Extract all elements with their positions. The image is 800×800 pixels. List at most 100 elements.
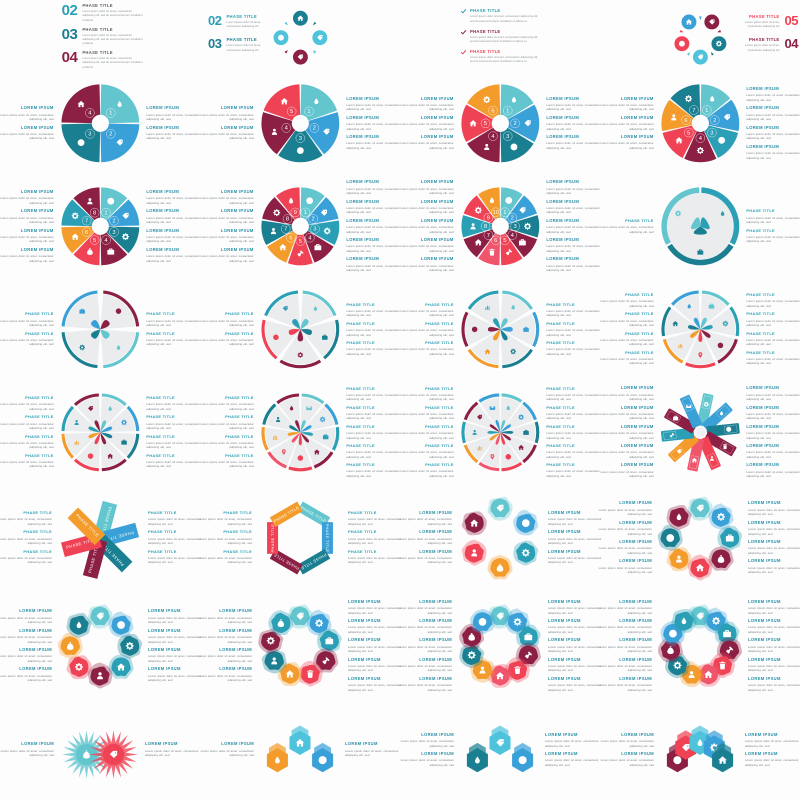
ring-arc[interactable] [700,187,739,246]
template-tile[interactable]: LOREM IPSUM Lorem ipsum dolor sit amet, c… [600,700,800,800]
ring-arc[interactable] [531,311,539,348]
template-tile[interactable]: LOREM IPSUM Lorem ipsum dolor sit amet, c… [400,700,600,800]
hex-cluster-5[interactable] [655,705,745,795]
blob-ring-8b[interactable] [52,598,148,694]
checklist-item[interactable]: PHASE TITLE Lorem ipsum dolor sit amet, c… [460,8,540,23]
pie-4-segments[interactable]: 1 2 3 4 [54,77,147,170]
pinwheel-blade[interactable] [686,437,704,472]
template-tile[interactable]: LOREM IPSUM Lorem ipsum dolor sit amet, c… [600,381,800,484]
node-flow-five[interactable] [668,4,733,69]
ring-9-segments[interactable] [254,386,347,479]
ring-arc[interactable] [102,332,139,369]
ring-arc[interactable] [61,332,98,369]
pie-segment[interactable] [100,187,127,221]
ribbon[interactable]: PHASE TITLE [321,522,333,554]
ring-arc[interactable] [461,421,466,444]
pinwheel-blade[interactable] [701,402,733,432]
pie-segment[interactable] [508,215,539,238]
pie-8-segments[interactable]: 12 34 56 78 [54,180,147,273]
pinwheel-10-blades[interactable] [654,386,747,479]
pinwheel-blade[interactable] [663,408,697,434]
pie-segment[interactable] [661,99,694,132]
pie-segment[interactable] [106,226,139,254]
ring-arc[interactable] [126,433,139,459]
template-tile[interactable]: LOREM IPSUM Lorem ipsum dolor sit amet, c… [199,592,402,700]
template-tile[interactable]: LOREM IPSUM Lorem ipsum dolor sit amet, c… [200,175,400,278]
pie-segment[interactable] [305,197,339,225]
ring-arc[interactable] [463,444,479,464]
ring-arc[interactable] [279,359,321,369]
ring-arc[interactable] [322,319,339,360]
numbered-list-item[interactable]: 04 PHASE TITLE Lorem ipsum dolor sit amet,… [62,50,145,69]
blob-ring-9[interactable] [252,598,348,694]
donut-3-segments[interactable] [654,180,747,273]
ring-arc[interactable] [501,349,533,369]
pie-segment[interactable] [100,232,127,266]
template-tile[interactable]: LOREM IPSUM Lorem ipsum dolor sit amet, c… [400,175,600,278]
blob-node[interactable] [667,656,688,676]
ring-arc[interactable] [716,339,738,364]
template-tile[interactable]: PHASE TITLE Lorem ipsum dolor sit amet, c… [400,381,600,484]
pie-segment[interactable] [507,104,539,143]
ring-arc[interactable] [61,433,74,459]
ring-arc[interactable] [467,349,499,369]
ring-arc[interactable] [501,290,533,310]
ring-arc[interactable] [101,393,127,407]
pie-segment[interactable] [477,233,500,266]
template-tile[interactable]: LOREM IPSUM Lorem ipsum dolor sit amet, c… [399,484,601,592]
ribbon[interactable]: PHASE TITLE [267,522,279,554]
blob-node[interactable] [261,631,281,651]
ring-arc[interactable] [501,462,522,472]
blob-node[interactable] [462,645,482,665]
ring-arc[interactable] [287,466,313,472]
pie-segment[interactable] [500,127,534,163]
ring-arc[interactable] [701,290,730,306]
ring-arc[interactable] [661,306,672,337]
ring-arc[interactable] [276,393,299,405]
template-tile[interactable]: PHASE TITLE Lorem ipsum dolor sit amet, c… [600,175,800,278]
pie-9-segments[interactable]: 12 34 567 89 [254,180,347,273]
ring-arc[interactable] [261,427,269,451]
pie-segment[interactable] [500,84,534,120]
ring-arc[interactable] [102,290,139,327]
blob-node[interactable] [706,611,726,631]
pie-segment[interactable] [275,187,300,220]
ring-arc[interactable] [478,393,499,403]
pie-7-segments[interactable]: 123 4 567 [654,77,747,170]
template-tile[interactable]: PHASE TITLE Lorem ipsum dolor sit amet, c… [0,484,201,592]
ring-arc[interactable] [126,406,139,432]
pinwheel-blade[interactable] [698,436,721,471]
pie-segment[interactable] [500,187,523,220]
ring-arc[interactable] [261,403,277,426]
ring-arc[interactable] [101,458,127,472]
pie-segment[interactable] [683,131,717,163]
numbered-list-item[interactable]: 03 PHASE TITLE Lorem ipsum dolor sit amet,… [62,27,145,46]
template-tile[interactable]: PHASE TITLE Lorem ipsum dolor sit amet, c… [200,381,400,484]
ring-10-segments[interactable] [454,386,547,479]
numbered-list-item[interactable]: 05 PHASE TITLE Lorem ipsum dolor sit amet,… [740,14,799,28]
template-tile[interactable]: LOREM IPSUM Lorem ipsum dolor sit amet, c… [0,700,200,800]
template-tile[interactable]: PHASE TITLE Lorem ipsum dolor sit amet, c… [199,484,401,592]
template-tile[interactable]: LOREM IPSUM Lorem ipsum dolor sit amet, c… [400,72,600,175]
ring-arc[interactable] [684,362,716,369]
template-tile[interactable]: 02 PHASE TITLE Lorem ipsum dolor sit amet,… [200,0,400,72]
pie-segment[interactable] [261,112,295,155]
blob-node[interactable] [309,613,329,633]
pie-segment[interactable] [305,112,339,155]
blob-node[interactable] [120,635,140,656]
hex-cluster-3b[interactable] [455,705,545,795]
ring-4-segments[interactable] [54,283,147,376]
pie-segment[interactable] [662,125,697,159]
ribbon[interactable]: PHASE TITLE [82,537,108,579]
template-tile[interactable]: LOREM IPSUM Lorem ipsum dolor sit amet, c… [200,72,400,175]
template-tile[interactable]: LOREM IPSUM Lorem ipsum dolor sit amet, c… [600,72,800,175]
numbered-list-item[interactable]: 02 PHASE TITLE Lorem ipsum dolor sit amet,… [62,3,145,22]
ring-7-segments[interactable] [654,283,747,376]
pie-segment[interactable] [73,187,100,221]
ribbon[interactable]: PHASE TITLE [269,501,303,527]
numbered-list-item[interactable]: 04 PHASE TITLE Lorem ipsum dolor sit amet,… [740,37,799,51]
template-tile[interactable]: LOREM IPSUM Lorem ipsum dolor sit amet, c… [599,592,800,700]
pie-segment[interactable] [261,220,293,246]
